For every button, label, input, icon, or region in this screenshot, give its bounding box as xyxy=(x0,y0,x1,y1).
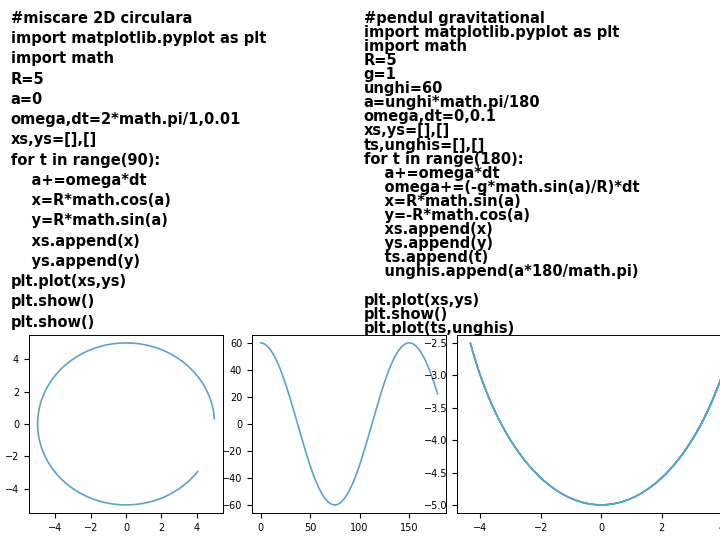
Text: import math: import math xyxy=(364,39,467,54)
Text: x=R*math.cos(a): x=R*math.cos(a) xyxy=(11,193,171,208)
Text: g=1: g=1 xyxy=(364,67,397,82)
Text: a=unghi*math.pi/180: a=unghi*math.pi/180 xyxy=(364,96,540,110)
Text: R=5: R=5 xyxy=(11,71,45,86)
Text: R=5: R=5 xyxy=(364,53,397,68)
Text: ys.append(y): ys.append(y) xyxy=(364,236,492,251)
Text: xs,ys=[],[]: xs,ys=[],[] xyxy=(364,124,450,138)
Text: import math: import math xyxy=(11,51,114,66)
Text: unghis.append(a*180/math.pi): unghis.append(a*180/math.pi) xyxy=(364,265,638,279)
Text: a=0: a=0 xyxy=(11,92,43,107)
Text: ys.append(y): ys.append(y) xyxy=(11,254,140,269)
Text: #pendul gravitational: #pendul gravitational xyxy=(364,11,544,26)
Text: x=R*math.sin(a): x=R*math.sin(a) xyxy=(364,194,521,209)
Text: import matplotlib.pyplot as plt: import matplotlib.pyplot as plt xyxy=(364,25,619,40)
Text: plt.show(): plt.show() xyxy=(364,307,448,322)
Text: plt.show(): plt.show() xyxy=(11,294,95,309)
Text: unghi=60: unghi=60 xyxy=(364,81,443,96)
Text: omega,dt=0,0.1: omega,dt=0,0.1 xyxy=(364,110,497,124)
Text: y=-R*math.cos(a): y=-R*math.cos(a) xyxy=(364,208,530,223)
Text: y=R*math.sin(a): y=R*math.sin(a) xyxy=(11,213,168,228)
Text: import matplotlib.pyplot as plt: import matplotlib.pyplot as plt xyxy=(11,31,266,46)
Text: xs.append(x): xs.append(x) xyxy=(364,222,492,237)
Text: xs,ys=[],[]: xs,ys=[],[] xyxy=(11,132,97,147)
Text: omega,dt=2*math.pi/1,0.01: omega,dt=2*math.pi/1,0.01 xyxy=(11,112,241,127)
Text: xs.append(x): xs.append(x) xyxy=(11,233,140,248)
Text: omega+=(-g*math.sin(a)/R)*dt: omega+=(-g*math.sin(a)/R)*dt xyxy=(364,180,639,195)
Text: plt.plot(xs,ys): plt.plot(xs,ys) xyxy=(11,274,127,289)
Text: for t in range(180):: for t in range(180): xyxy=(364,152,523,167)
Text: a+=omega*dt: a+=omega*dt xyxy=(11,173,146,188)
Text: plt.show(): plt.show() xyxy=(11,314,95,329)
Text: ts.append(t): ts.append(t) xyxy=(364,250,488,265)
Text: for t in range(90):: for t in range(90): xyxy=(11,152,160,167)
Text: ts,unghis=[],[]: ts,unghis=[],[] xyxy=(364,138,485,153)
Text: #miscare 2D circulara: #miscare 2D circulara xyxy=(11,11,192,26)
Text: a+=omega*dt: a+=omega*dt xyxy=(364,166,499,181)
Text: plt.plot(ts,unghis): plt.plot(ts,unghis) xyxy=(364,321,515,336)
Text: plt.plot(xs,ys): plt.plot(xs,ys) xyxy=(364,293,480,308)
